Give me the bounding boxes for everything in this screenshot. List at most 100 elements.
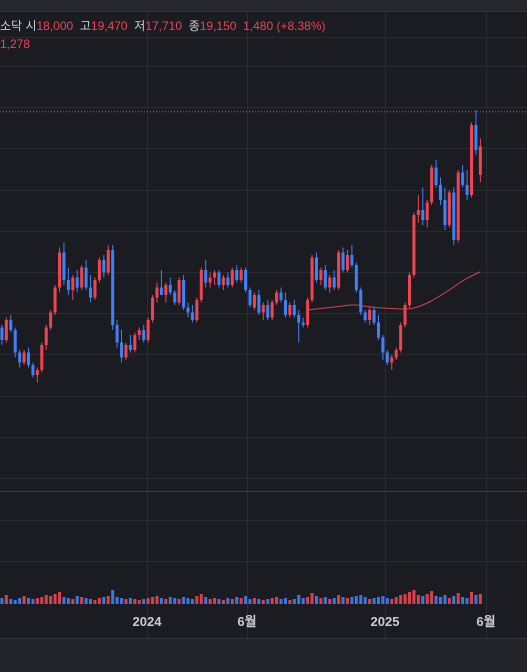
bottom-toolbar (0, 638, 527, 672)
candle-body (244, 270, 248, 290)
volume-bar (18, 598, 22, 604)
volume-bar (235, 597, 239, 604)
candle-body (208, 277, 212, 283)
volume-bar (452, 596, 456, 604)
candle-body (465, 185, 469, 195)
candle-body (62, 252, 66, 280)
volume-bar (4, 595, 8, 604)
volume-bar (421, 596, 425, 604)
candle-body (27, 352, 31, 365)
candlestick-series (0, 110, 482, 383)
candle-body (301, 322, 305, 325)
volume-bar (244, 596, 248, 604)
price-chart[interactable]: 2024 6월 2025 6월 (0, 0, 527, 638)
candle-body (106, 250, 110, 273)
candle-body (235, 270, 239, 280)
volume-bar (430, 591, 434, 604)
candle-body (434, 167, 438, 185)
volume-bar (137, 600, 141, 604)
candle-body (399, 325, 403, 350)
volume-bar (314, 596, 318, 604)
volume-bar (439, 597, 442, 604)
candle-body (359, 290, 363, 313)
candle-body (155, 287, 159, 298)
volume-bar (217, 599, 221, 604)
volume-bar (403, 594, 407, 604)
volume-bar (275, 597, 279, 604)
candle-body (288, 305, 292, 315)
candle-body (252, 295, 256, 308)
volume-bar (190, 599, 194, 604)
volume-bar (412, 590, 416, 604)
volume-bar (416, 595, 420, 604)
candle-body (146, 320, 150, 340)
volume-bars (0, 590, 482, 604)
volume-bar (80, 597, 84, 604)
candle-body (314, 257, 318, 280)
stock-name-fragment: 소닥 (0, 19, 23, 33)
low-value: 17,710 (145, 19, 183, 33)
candle-body (381, 337, 385, 353)
volume-bar (470, 592, 474, 604)
candle-body (49, 312, 53, 328)
volume-bar (288, 600, 292, 604)
candle-body (443, 200, 447, 225)
candle-body (115, 325, 119, 343)
open-label: 시 (25, 19, 37, 33)
volume-bar (49, 596, 53, 604)
volume-bar (341, 597, 345, 604)
volume-bar (173, 598, 177, 604)
volume-bar (168, 597, 172, 604)
volume-bar (399, 595, 403, 604)
candle-body (102, 260, 106, 273)
volume-bar (31, 599, 35, 604)
candle-body (456, 172, 460, 240)
candle-body (372, 310, 376, 323)
candle-body (204, 270, 208, 283)
candle-body (18, 352, 22, 363)
volume-bar (292, 599, 296, 604)
candle-body (44, 327, 48, 345)
volume-bar (75, 596, 79, 604)
candle-body (363, 312, 367, 320)
volume-bar (257, 599, 261, 604)
volume-bar (359, 595, 363, 604)
candle-body (226, 277, 230, 285)
ohlc-line: 소닥 시18,000 고19,470 저17,710 종19,150 1,480… (0, 17, 326, 35)
candle-body (337, 252, 341, 288)
candle-body (239, 270, 243, 280)
volume-bar (297, 595, 301, 604)
chart-grid (0, 11, 527, 638)
volume-bar (270, 598, 274, 604)
candle-body (137, 330, 141, 335)
volume-bar (323, 597, 327, 604)
candle-body (151, 297, 155, 320)
volume-bar (155, 596, 159, 604)
volume-bar (177, 599, 181, 604)
volume-bar (13, 600, 17, 604)
candle-body (66, 280, 70, 290)
volume-bar (226, 598, 230, 604)
candle-body (257, 295, 261, 313)
volume-bar (35, 598, 39, 604)
candle-body (266, 305, 270, 318)
volume-bar (58, 592, 62, 604)
candle-body (111, 250, 115, 325)
candle-body (385, 352, 389, 363)
volume-bar (283, 598, 287, 604)
top-toolbar (0, 0, 527, 12)
candle-body (186, 307, 190, 313)
volume-bar (368, 599, 372, 604)
volume-bar (120, 598, 124, 604)
candle-body (407, 275, 411, 305)
volume-bar (22, 596, 26, 604)
volume-bar (279, 599, 283, 604)
volume-bar (319, 598, 323, 604)
x-axis-tick-label: 6월 (476, 614, 495, 629)
candle-body (221, 277, 225, 285)
candle-body (182, 280, 186, 308)
candle-body (190, 312, 194, 320)
high-label: 고 (79, 19, 91, 33)
volume-bar (461, 597, 465, 604)
volume-bar (164, 599, 168, 604)
